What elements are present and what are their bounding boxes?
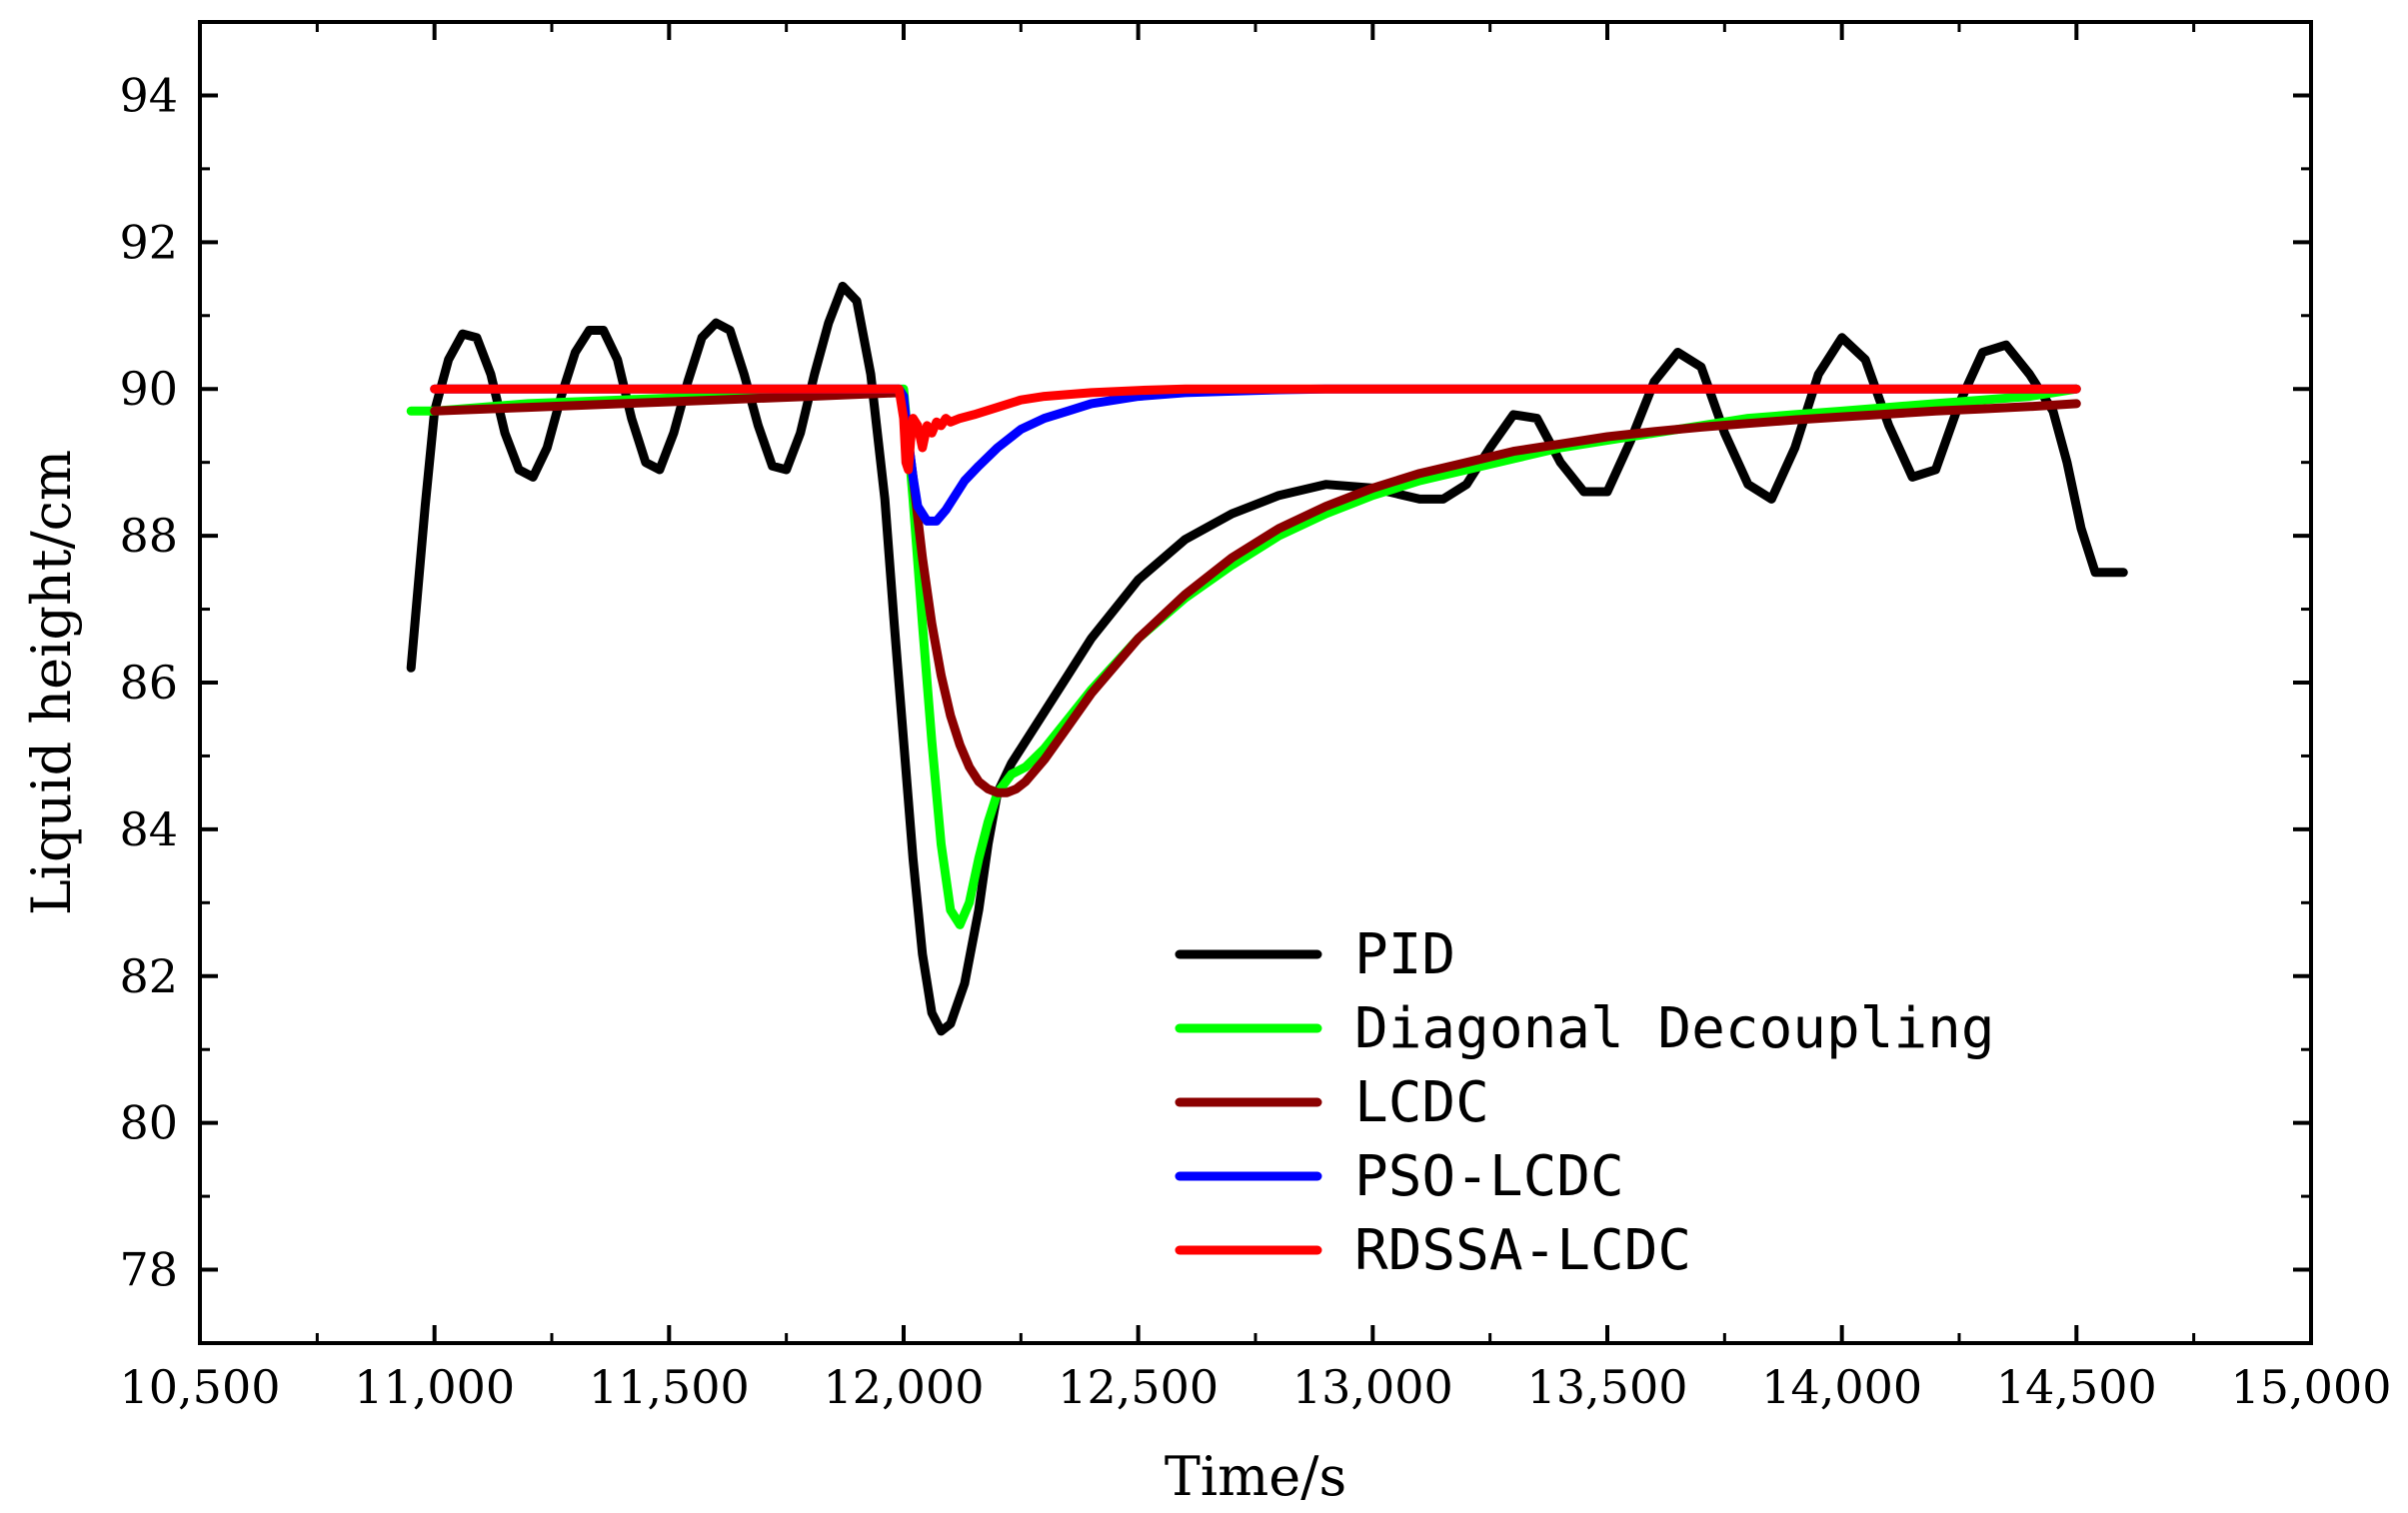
legend-label-pso-lcdc: PSO-LCDC xyxy=(1354,1144,1624,1209)
y-tick-label: 92 xyxy=(119,215,178,269)
x-tick-label: 12,500 xyxy=(1058,1360,1218,1414)
x-tick-label: 13,500 xyxy=(1527,1360,1688,1414)
y-tick-label: 94 xyxy=(119,68,178,122)
legend-label-pid: PID xyxy=(1354,922,1455,987)
y-tick-label: 84 xyxy=(119,802,178,856)
y-tick-label: 80 xyxy=(119,1096,178,1150)
x-axis-title: Time/s xyxy=(1165,1445,1346,1508)
legend: PID Diagonal Decoupling LCDC PSO-LCDC RDSSA-… xyxy=(1175,922,1995,1283)
x-tick-label: 11,500 xyxy=(589,1360,750,1414)
y-tick-label: 90 xyxy=(119,362,178,416)
x-tick-label: 13,000 xyxy=(1292,1360,1453,1414)
legend-label-lcdc: LCDC xyxy=(1354,1070,1489,1135)
y-tick-label: 78 xyxy=(119,1243,178,1297)
y-axis-title: Liquid height/cm xyxy=(20,450,83,915)
x-tick-label: 14,000 xyxy=(1761,1360,1922,1414)
x-tick-label: 10,500 xyxy=(120,1360,281,1414)
x-tick-label: 15,000 xyxy=(2231,1360,2392,1414)
y-tick-label: 88 xyxy=(119,509,178,563)
series-layer xyxy=(406,281,2128,1036)
x-tick-label: 11,000 xyxy=(354,1360,515,1414)
legend-label-rdssa-lcdc: RDSSA-LCDC xyxy=(1354,1218,1691,1283)
x-tick-label: 12,000 xyxy=(824,1360,985,1414)
axes-layer: 10,500 11,000 11,500 12,000 12,500 13,000 13,5… xyxy=(20,20,2392,1508)
x-tick-label: 14,500 xyxy=(1996,1360,2157,1414)
series-line-rdssa-lcdc xyxy=(430,384,2081,475)
legend-label-diagonal-decoupling: Diagonal Decoupling xyxy=(1354,996,1995,1061)
y-tick-label: 82 xyxy=(119,949,178,1003)
y-tick-label: 86 xyxy=(119,656,178,710)
